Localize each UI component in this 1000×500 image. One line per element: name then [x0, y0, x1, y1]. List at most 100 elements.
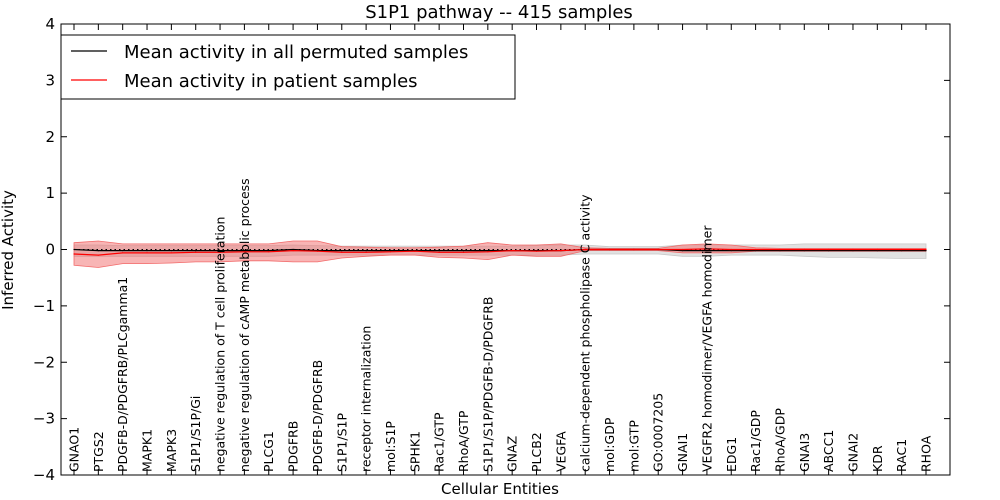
data-point-patient — [341, 251, 343, 253]
data-point-patient — [438, 251, 440, 253]
x-tick-label: PLCB2 — [529, 432, 544, 472]
x-tick-label: calcium-dependent phospholipase C activi… — [578, 194, 593, 472]
x-tick-label: S1P1/S1P — [334, 413, 349, 472]
x-tick-label: Rac1/GTP — [432, 412, 447, 472]
x-tick-label: Rac1/GDP — [748, 410, 763, 472]
x-tick-label: PLCG1 — [261, 431, 276, 472]
data-point-patient — [97, 254, 99, 256]
x-tick-label: GNAO1 — [67, 427, 82, 472]
x-tick-label: RHOA — [919, 435, 934, 472]
x-tick-label: RhoA/GTP — [456, 410, 471, 472]
data-point-patient — [146, 252, 148, 254]
data-point-permuted — [146, 250, 148, 252]
data-point-patient — [462, 251, 465, 253]
data-point-patient — [925, 248, 927, 251]
data-point-permuted — [97, 250, 99, 252]
data-point-patient — [487, 251, 489, 253]
data-point-permuted — [681, 250, 684, 252]
x-tick-label: negative regulation of T cell proliferat… — [213, 217, 228, 472]
data-point-patient — [681, 248, 684, 251]
y-tick-label: 2 — [45, 128, 55, 146]
data-point-permuted — [487, 250, 489, 252]
data-point-patient — [633, 248, 635, 251]
data-point-patient — [828, 248, 830, 251]
data-point-patient — [779, 248, 781, 251]
x-tick-label: SPHK1 — [407, 431, 422, 472]
data-point-patient — [122, 252, 124, 254]
x-tick-label: RhoA/GDP — [772, 408, 787, 472]
plot-area: 4 3 2 1 0 −1 −2 −3 −4 GNAO1 PTGS2 PDGFB-D/PDGFRB/PL… — [33, 15, 951, 484]
y-tick-label: −1 — [33, 297, 55, 315]
data-point-patient — [584, 248, 586, 251]
y-tick-label: 1 — [45, 184, 55, 202]
y-tick-label: 4 — [45, 15, 55, 33]
x-tick-label: GNAZ — [505, 436, 520, 472]
x-tick-label: mol:S1P — [383, 421, 398, 472]
x-tick-label: mol:GDP — [602, 417, 617, 472]
data-point-permuted — [803, 250, 805, 252]
data-point-permuted — [706, 250, 708, 252]
x-tick-label: PDGFRB — [286, 421, 301, 472]
x-tick-label: KDR — [870, 445, 885, 472]
data-point-permuted — [170, 250, 172, 252]
data-point-patient — [852, 248, 854, 251]
data-point-permuted — [292, 248, 294, 251]
x-tick-label: S1P1/S1P/PDGFB-D/PDGFRB — [480, 297, 495, 473]
y-tick-label: −2 — [33, 353, 55, 371]
data-point-patient — [706, 248, 708, 250]
data-point-patient — [414, 250, 416, 252]
data-point-patient — [219, 251, 221, 253]
data-point-patient — [803, 248, 805, 251]
data-point-patient — [535, 250, 538, 252]
x-tick-label: mol:GTP — [626, 420, 641, 472]
data-point-permuted — [438, 250, 440, 252]
data-point-patient — [170, 252, 172, 254]
x-tick-label: MAPK3 — [164, 429, 179, 472]
axes-frame — [60, 23, 951, 476]
x-tick-label: VEGFA — [553, 431, 568, 472]
data-point-permuted — [219, 250, 221, 252]
data-point-permuted — [462, 250, 465, 252]
data-point-permuted — [779, 250, 781, 252]
x-tick-label: negative regulation of cAMP metabolic pr… — [237, 178, 252, 472]
y-tick-label: −3 — [33, 410, 55, 428]
chart-title: S1P1 pathway -- 415 samples — [365, 2, 633, 23]
data-point-patient — [730, 248, 732, 251]
data-point-permuted — [925, 250, 927, 252]
data-point-patient — [389, 251, 392, 253]
data-point-permuted — [365, 250, 367, 252]
data-point-patient — [755, 248, 757, 251]
x-tick-label: receptor internalization — [359, 326, 374, 472]
data-point-permuted — [341, 250, 343, 252]
x-tick-label: MAPK1 — [140, 429, 155, 472]
data-point-permuted — [389, 250, 392, 252]
data-point-permuted — [243, 250, 245, 252]
x-tick-label: RAC1 — [894, 439, 909, 472]
data-point-permuted — [828, 250, 830, 252]
data-point-patient — [292, 250, 294, 252]
data-point-permuted — [195, 250, 197, 252]
legend: Mean activity in all permuted samples Me… — [60, 34, 516, 100]
y-tick-label: 0 — [45, 241, 55, 259]
data-point-permuted — [73, 248, 75, 251]
data-point-permuted — [122, 250, 124, 252]
y-tick-label: −4 — [33, 466, 55, 484]
series-line-patient — [73, 248, 926, 256]
data-point-patient — [657, 248, 659, 251]
x-tick-label: EDG1 — [724, 437, 739, 472]
data-point-patient — [608, 248, 611, 251]
data-point-patient — [876, 248, 878, 251]
data-point-patient — [195, 251, 197, 253]
data-point-patient — [243, 251, 245, 253]
data-point-patient — [560, 250, 562, 252]
data-point-permuted — [876, 250, 878, 252]
legend-label-patient: Mean activity in patient samples — [124, 71, 418, 92]
x-tick-label: GNAI2 — [846, 433, 861, 472]
x-axis-title: Cellular Entities — [441, 480, 559, 498]
y-axis-title: Inferred Activity — [0, 190, 17, 310]
x-tick-label: ABCC1 — [821, 430, 836, 472]
x-tick-label: S1P1/S1P/Gi — [188, 396, 203, 472]
legend-label-permuted: Mean activity in all permuted samples — [124, 42, 468, 63]
data-point-permuted — [852, 250, 854, 252]
